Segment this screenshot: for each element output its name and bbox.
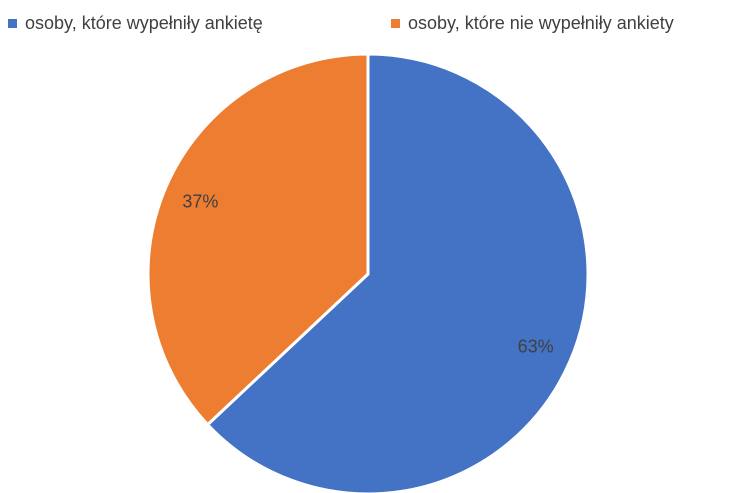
pie-labels: 63% 37% xyxy=(182,192,553,357)
slice-label-filled: 63% xyxy=(518,337,554,357)
legend-item-filled: osoby, które wypełniły ankietę xyxy=(8,13,263,34)
legend-swatch-filled xyxy=(8,19,17,28)
legend-label-not-filled: osoby, które nie wypełniły ankiety xyxy=(408,13,674,33)
legend-item-not-filled: osoby, które nie wypełniły ankiety xyxy=(391,13,674,34)
pie-slices xyxy=(146,52,590,493)
legend-swatch-not-filled xyxy=(391,19,400,28)
chart-legend: osoby, które wypełniły ankietę osoby, kt… xyxy=(8,13,738,39)
slice-filled xyxy=(206,52,590,493)
slice-label-not-filled: 37% xyxy=(182,192,218,212)
slice-not-filled xyxy=(146,52,370,427)
legend-label-filled: osoby, które wypełniły ankietę xyxy=(25,13,263,33)
